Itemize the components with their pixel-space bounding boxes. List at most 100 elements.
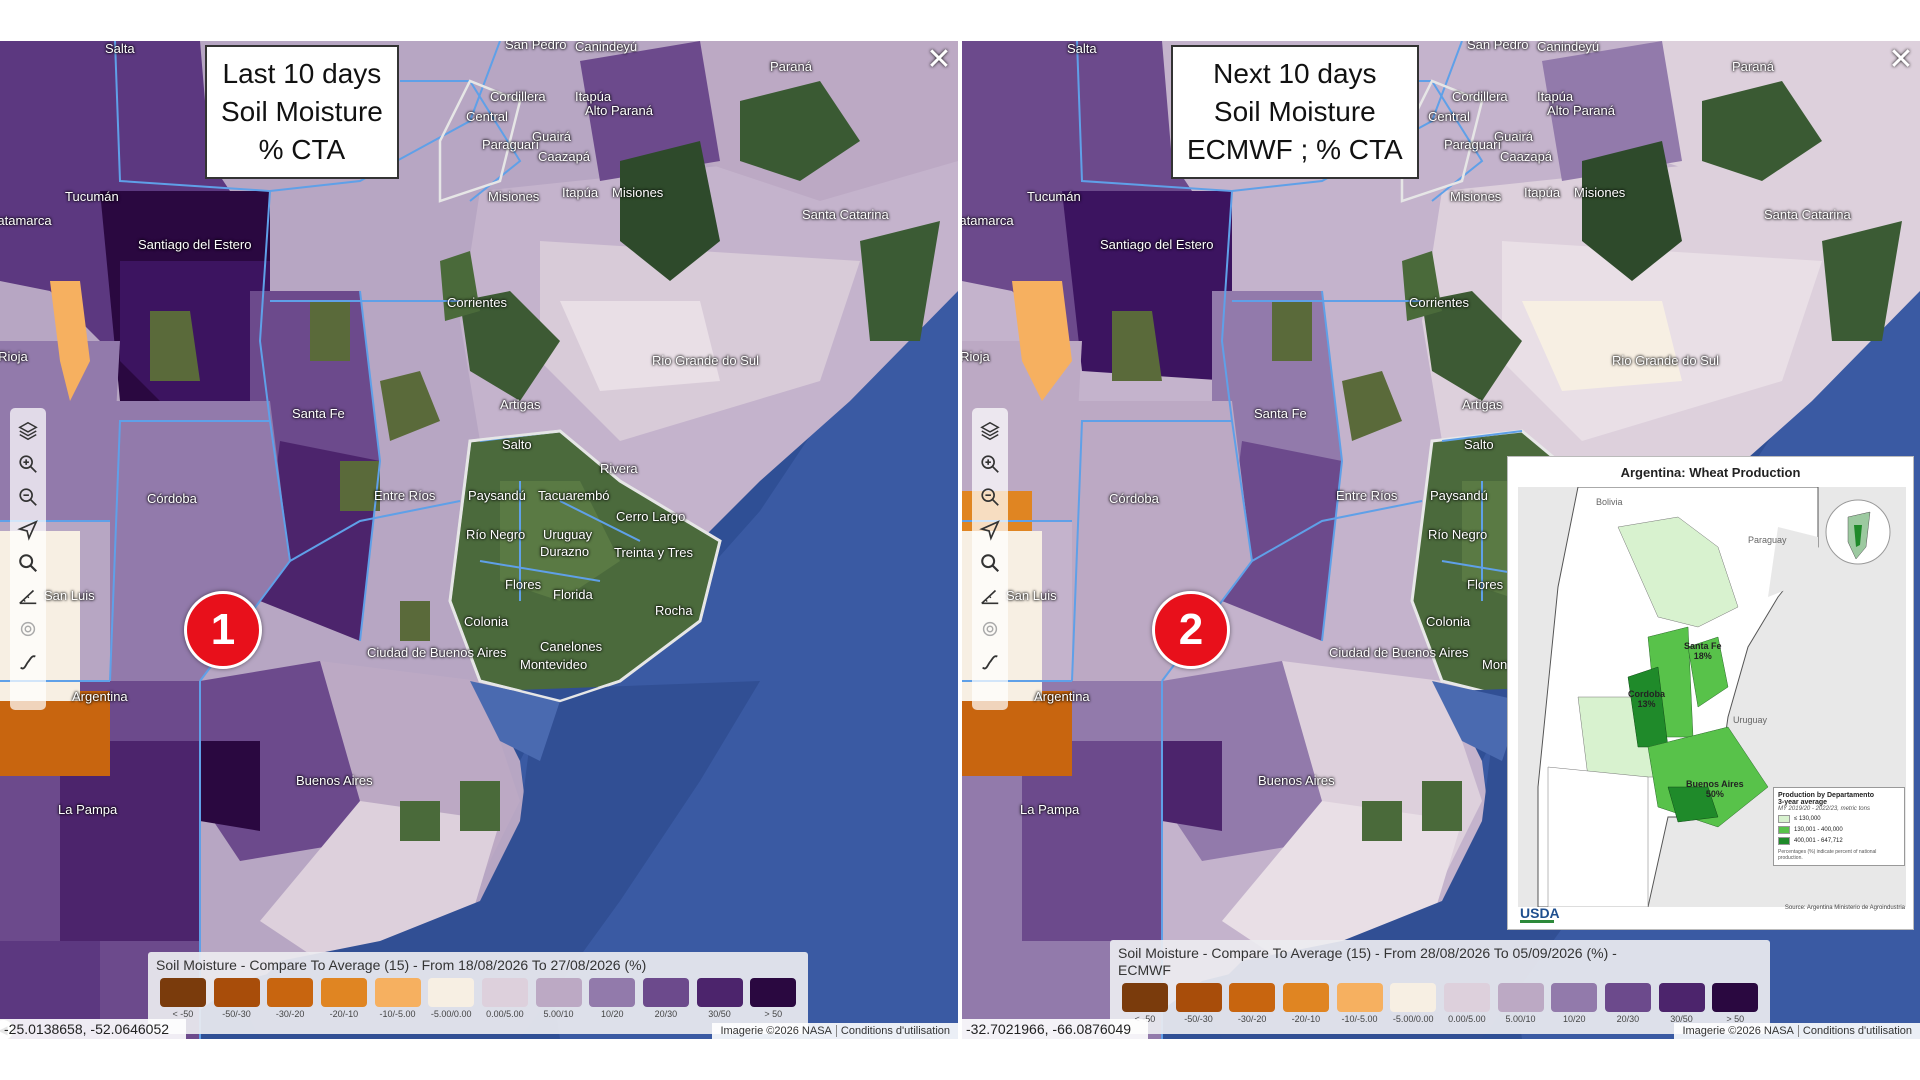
- zoom-in-icon[interactable]: [972, 447, 1008, 480]
- map-label: Flores: [505, 577, 542, 592]
- inset-label-pct: 18%: [1693, 651, 1712, 661]
- map-label: Itapúa: [1537, 89, 1574, 104]
- inset-label-cordoba: Cordoba 13%: [1628, 689, 1665, 709]
- map-title-line: Last 10 days: [222, 58, 382, 89]
- map-label: Santiago del Estero: [138, 237, 252, 252]
- map-label: Catamarca: [962, 213, 1014, 228]
- map-title-line: ECMWF ; % CTA: [1187, 134, 1403, 165]
- map-panel-last-10-days[interactable]: Salta San Pedro Canindeyú Paraná Cordill…: [0, 41, 958, 1039]
- map-title-line: Soil Moisture: [221, 96, 383, 127]
- inset-label-name: Cordoba: [1628, 689, 1665, 699]
- map-label: Santa Fe: [292, 406, 345, 421]
- inset-legend-years: MY 2019/20 - 2022/23, metric tons: [1778, 806, 1870, 812]
- legend-label: 5.00/10: [1505, 1014, 1536, 1024]
- cursor-coordinates: -32.7021966, -66.0876049: [962, 1019, 1148, 1039]
- locate-icon[interactable]: [972, 513, 1008, 546]
- legend-label: -5.00/0.00: [1392, 1014, 1434, 1024]
- map-label: Entre Ríos: [374, 488, 436, 503]
- zoom-out-icon[interactable]: [10, 480, 46, 513]
- legend-swatch: [1229, 983, 1276, 1012]
- map-label: Artigas: [500, 397, 541, 412]
- map-label: Central: [466, 109, 508, 124]
- map-label: La Pampa: [1020, 802, 1080, 817]
- search-icon[interactable]: [10, 546, 46, 579]
- legend-swatch: [1282, 983, 1329, 1012]
- legend-item: -5.00/0.00: [1386, 983, 1440, 1024]
- map-label: Canelones: [540, 639, 603, 654]
- target-icon[interactable]: [972, 612, 1008, 645]
- close-icon[interactable]: ✕: [1888, 43, 1914, 76]
- legend-label: -50/-30: [222, 1009, 251, 1019]
- legend-item: -10/-5.00: [371, 978, 425, 1019]
- legend-swatch: [1497, 983, 1544, 1012]
- inset-label-buenos-aires: Buenos Aires 50%: [1686, 779, 1744, 799]
- legend-item: 0.00/5.00: [1440, 983, 1494, 1024]
- legend-item: -30/-20: [263, 978, 317, 1019]
- legend-swatch: [213, 978, 260, 1007]
- legend-title-line2: ECMWF: [1118, 962, 1171, 978]
- map-label: Misiones: [612, 185, 664, 200]
- legend-item: 20/30: [1601, 983, 1655, 1024]
- legend-label: 0.00/5.00: [1448, 1014, 1486, 1024]
- close-icon[interactable]: ✕: [926, 43, 952, 76]
- legend-label: -5.00/0.00: [430, 1009, 472, 1019]
- legend-item: < -50: [156, 978, 210, 1019]
- legend-label: 20/30: [1616, 1014, 1640, 1024]
- map-label: La Rioja: [962, 349, 990, 364]
- measure-icon[interactable]: [972, 579, 1008, 612]
- soil-moisture-map[interactable]: [0, 41, 958, 1039]
- map-label: Uruguay: [543, 527, 593, 542]
- target-icon[interactable]: [10, 612, 46, 645]
- panel-number-badge: 1: [184, 591, 262, 669]
- legend-label: -10/-5.00: [379, 1009, 416, 1019]
- legend-item: 5.00/10: [1494, 983, 1548, 1024]
- measure-icon[interactable]: [10, 579, 46, 612]
- legend-label: 30/50: [708, 1009, 731, 1019]
- inset-legend: Production by Departamento 3-year averag…: [1773, 787, 1905, 866]
- legend-swatch: [535, 978, 582, 1007]
- legend-item: 20/30: [639, 978, 693, 1019]
- layers-icon[interactable]: [10, 414, 46, 447]
- legend-item: 10/20: [585, 978, 639, 1019]
- inset-legend-item: 130,001 - 400,000: [1778, 826, 1900, 834]
- layers-icon[interactable]: [972, 414, 1008, 447]
- zoom-out-icon[interactable]: [972, 480, 1008, 513]
- map-label: Cordillera: [490, 89, 546, 104]
- legend-label: -50/-30: [1184, 1014, 1213, 1024]
- legend-item: -5.00/0.00: [424, 978, 478, 1019]
- inset-legend-label: 400,001 - 647,712: [1794, 838, 1843, 844]
- legend-swatch: [1121, 983, 1168, 1012]
- inset-legend-title: Production by Departamento: [1778, 792, 1875, 799]
- terms-link[interactable]: Conditions d'utilisation: [1797, 1025, 1916, 1037]
- legend-label: < -50: [172, 1009, 194, 1019]
- legend-swatch: [1443, 983, 1490, 1012]
- map-title-line: Next 10 days: [1213, 58, 1377, 89]
- legend-item: -50/-30: [1172, 983, 1226, 1024]
- search-icon[interactable]: [972, 546, 1008, 579]
- legend-label: 20/30: [654, 1009, 678, 1019]
- map-toolbar: [972, 408, 1008, 710]
- map-label: Cordillera: [1452, 89, 1508, 104]
- terms-link[interactable]: Conditions d'utilisation: [835, 1025, 954, 1037]
- legend-item: > 50: [1708, 983, 1762, 1024]
- map-title-box: Next 10 days Soil Moisture ECMWF ; % CTA: [1171, 45, 1419, 179]
- zoom-in-icon[interactable]: [10, 447, 46, 480]
- legend-item: 10/20: [1547, 983, 1601, 1024]
- legend-item: -20/-10: [1279, 983, 1333, 1024]
- legend-label: 30/50: [1670, 1014, 1693, 1024]
- locate-icon[interactable]: [10, 513, 46, 546]
- inset-label-name: Buenos Aires: [1686, 779, 1744, 789]
- inset-label-santa-fe: Santa Fe 18%: [1684, 641, 1722, 661]
- draw-icon[interactable]: [10, 645, 46, 678]
- inset-label-uruguay: Uruguay: [1733, 715, 1768, 725]
- map-label: Santa Catarina: [1764, 207, 1851, 222]
- legend-swatches: < -50 -50/-30 -30/-20 -20/-10 -10/-5.00 …: [1118, 983, 1762, 1024]
- map-title-box: Last 10 days Soil Moisture % CTA: [205, 45, 399, 179]
- draw-icon[interactable]: [972, 645, 1008, 678]
- wheat-production-map: [1518, 487, 1906, 907]
- wheat-production-inset: Argentina: Wheat Production Bolivia Para…: [1507, 456, 1914, 930]
- map-label: Rocha: [655, 603, 693, 618]
- map-label: Misiones: [1450, 189, 1502, 204]
- legend-item: -50/-30: [210, 978, 264, 1019]
- map-toolbar: [10, 408, 46, 710]
